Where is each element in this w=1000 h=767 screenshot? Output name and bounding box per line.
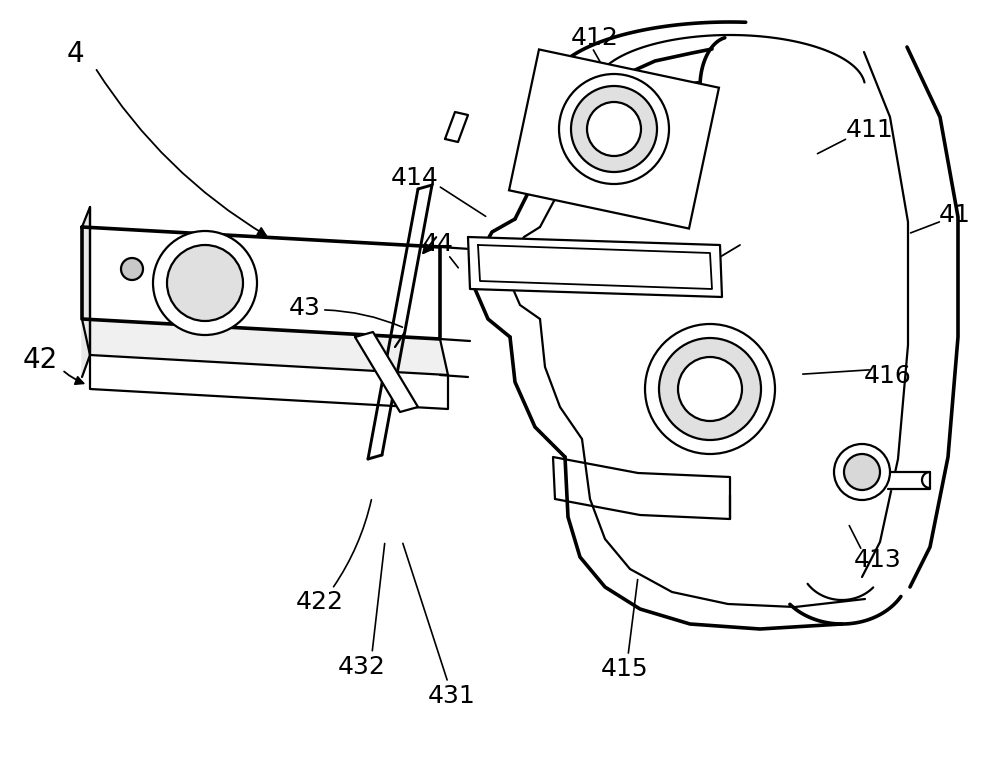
Circle shape (167, 245, 243, 321)
Text: 431: 431 (428, 684, 476, 709)
Text: 411: 411 (846, 118, 894, 143)
Polygon shape (82, 319, 448, 375)
Polygon shape (888, 472, 930, 489)
Text: 422: 422 (296, 590, 344, 614)
Text: 416: 416 (864, 364, 912, 388)
Circle shape (153, 231, 257, 335)
Text: 44: 44 (422, 232, 454, 256)
Polygon shape (90, 355, 448, 409)
Text: 413: 413 (854, 548, 902, 572)
Circle shape (121, 258, 143, 280)
Text: 432: 432 (338, 655, 386, 680)
Circle shape (645, 324, 775, 454)
Polygon shape (478, 245, 712, 289)
Circle shape (587, 102, 641, 156)
Text: 43: 43 (289, 296, 321, 321)
Polygon shape (355, 332, 418, 412)
Polygon shape (468, 237, 722, 297)
Circle shape (844, 454, 880, 490)
Circle shape (678, 357, 742, 421)
Text: 412: 412 (571, 26, 619, 51)
Polygon shape (509, 49, 719, 229)
Text: 414: 414 (391, 166, 439, 190)
Text: 4: 4 (66, 40, 84, 67)
Text: 41: 41 (939, 202, 971, 227)
Polygon shape (82, 227, 440, 339)
Circle shape (571, 86, 657, 172)
Circle shape (834, 444, 890, 500)
Polygon shape (445, 112, 468, 142)
Polygon shape (82, 207, 90, 377)
Circle shape (559, 74, 669, 184)
Circle shape (659, 338, 761, 440)
Text: 42: 42 (22, 347, 58, 374)
Text: 415: 415 (601, 657, 649, 681)
